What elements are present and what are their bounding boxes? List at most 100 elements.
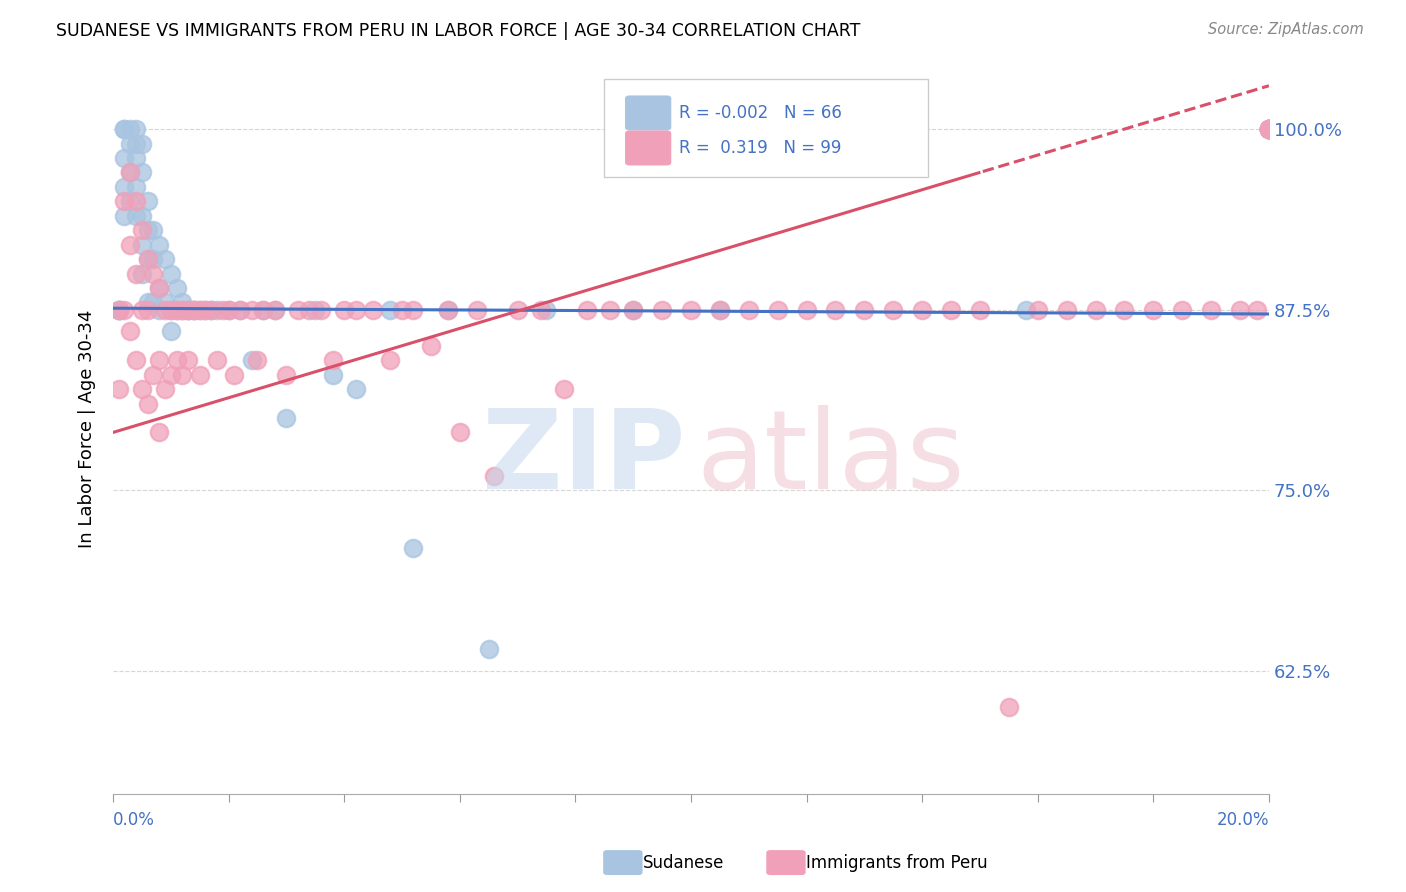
Point <box>1142 302 1164 317</box>
Point <box>465 302 488 317</box>
Point <box>1258 122 1281 136</box>
Point <box>188 302 211 317</box>
Point <box>114 209 136 223</box>
Point <box>125 122 148 136</box>
Point <box>391 302 413 317</box>
Point <box>159 267 181 281</box>
Point <box>120 194 142 209</box>
Point <box>125 179 148 194</box>
Point <box>114 151 136 165</box>
Point <box>344 382 367 396</box>
Point <box>322 368 344 382</box>
Point <box>651 302 673 317</box>
Point <box>120 237 142 252</box>
Point <box>125 353 148 368</box>
Point <box>437 302 460 317</box>
Point <box>114 122 136 136</box>
Point <box>287 302 309 317</box>
Point <box>205 353 228 368</box>
Point <box>125 194 148 209</box>
Point <box>188 302 211 317</box>
Point <box>172 295 194 310</box>
Text: ZIP: ZIP <box>482 404 685 511</box>
Point <box>107 302 129 317</box>
Point <box>246 353 269 368</box>
Text: SUDANESE VS IMMIGRANTS FROM PERU IN LABOR FORCE | AGE 30-34 CORRELATION CHART: SUDANESE VS IMMIGRANTS FROM PERU IN LABO… <box>56 22 860 40</box>
Point <box>159 302 181 317</box>
Point <box>1258 122 1281 136</box>
Point <box>148 425 170 440</box>
Point <box>969 302 991 317</box>
Point <box>218 302 240 317</box>
Point <box>136 302 159 317</box>
Text: Immigrants from Peru: Immigrants from Peru <box>806 854 987 871</box>
Point <box>131 136 153 151</box>
Point <box>136 252 159 266</box>
Point <box>709 302 731 317</box>
Point <box>120 165 142 179</box>
Point <box>107 302 129 317</box>
Point <box>766 302 789 317</box>
Point <box>177 302 200 317</box>
Point <box>136 295 159 310</box>
Point <box>304 302 326 317</box>
Point <box>882 302 904 317</box>
Point <box>911 302 934 317</box>
Point <box>194 302 217 317</box>
Point <box>114 194 136 209</box>
Point <box>177 353 200 368</box>
Point <box>1258 122 1281 136</box>
Point <box>263 302 285 317</box>
Point <box>621 302 644 317</box>
Point <box>553 382 575 396</box>
Point <box>131 237 153 252</box>
Point <box>333 302 356 317</box>
Text: Sudanese: Sudanese <box>643 854 724 871</box>
Point <box>240 302 263 317</box>
Point <box>1258 122 1281 136</box>
Point <box>853 302 876 317</box>
Point <box>120 136 142 151</box>
Point <box>166 353 188 368</box>
Point <box>536 302 558 317</box>
Point <box>276 411 298 425</box>
Point <box>1114 302 1136 317</box>
Point <box>1258 122 1281 136</box>
Point <box>1056 302 1078 317</box>
Point <box>148 281 170 295</box>
Point <box>153 302 176 317</box>
Point <box>200 302 222 317</box>
Point <box>506 302 529 317</box>
Point <box>148 353 170 368</box>
Point <box>172 302 194 317</box>
FancyBboxPatch shape <box>626 130 671 166</box>
Point <box>114 122 136 136</box>
Point <box>136 396 159 410</box>
Point <box>120 165 142 179</box>
Point <box>183 302 205 317</box>
Point <box>939 302 962 317</box>
Point <box>200 302 222 317</box>
Point <box>136 223 159 237</box>
Point <box>419 339 441 353</box>
Point <box>224 368 246 382</box>
Point <box>229 302 252 317</box>
Point <box>166 302 188 317</box>
Point <box>159 302 181 317</box>
Point <box>153 252 176 266</box>
Point <box>1258 122 1281 136</box>
Point <box>148 281 170 295</box>
Point <box>1084 302 1107 317</box>
Point <box>738 302 761 317</box>
Point <box>194 302 217 317</box>
Point <box>824 302 846 317</box>
Point <box>131 165 153 179</box>
Point <box>107 382 129 396</box>
Text: 0.0%: 0.0% <box>112 811 155 829</box>
Point <box>298 302 321 317</box>
Point <box>142 295 165 310</box>
Point <box>1199 302 1222 317</box>
FancyBboxPatch shape <box>605 78 928 178</box>
Point <box>172 368 194 382</box>
Point <box>575 302 598 317</box>
